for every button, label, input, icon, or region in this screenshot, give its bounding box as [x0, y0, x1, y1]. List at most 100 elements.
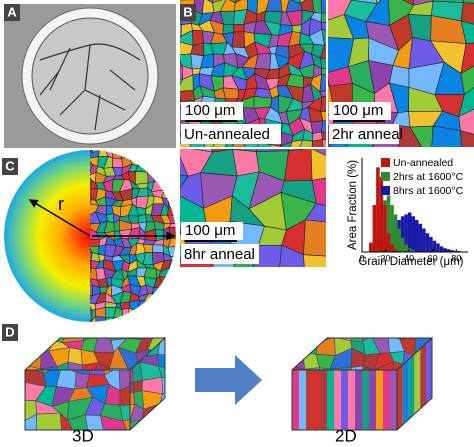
grain: [146, 164, 156, 173]
image-caption: Un-annealed: [184, 126, 270, 143]
grain: [151, 286, 164, 295]
grain: [154, 228, 165, 242]
panel-label-box: [4, 4, 20, 21]
grain: [292, 365, 294, 370]
scale-bar-label: 100 μm: [185, 222, 235, 239]
panel-label-box: [180, 4, 196, 21]
grain-stripe: [376, 370, 383, 430]
grain: [311, 177, 326, 206]
grain: [119, 385, 130, 406]
image-caption: 2hr anneal: [332, 126, 403, 143]
grain: [303, 219, 326, 257]
legend-swatch: [381, 158, 390, 167]
box-outline: [24, 337, 167, 431]
grain: [155, 158, 164, 168]
grain: [121, 338, 143, 340]
histogram-bar: [393, 249, 398, 252]
histogram-bar: [376, 167, 380, 252]
grain: [122, 316, 133, 322]
histogram-bar: [386, 195, 391, 252]
grain: [154, 307, 164, 321]
histogram-bar: [422, 228, 426, 252]
grain-stripe: [348, 370, 355, 430]
caption-3d: 3D: [72, 426, 94, 445]
grain: [169, 316, 176, 322]
grain: [158, 275, 172, 288]
grain: [154, 318, 162, 322]
grain: [25, 399, 26, 403]
grain: [168, 266, 176, 280]
grain: [161, 178, 173, 193]
radius-label: r: [58, 194, 64, 214]
caption-background: [181, 102, 243, 120]
grain: [162, 421, 165, 430]
grain: [320, 12, 326, 23]
grain: [349, 338, 364, 342]
histogram-bar: [386, 233, 391, 252]
cracks: [39, 43, 141, 131]
grain: [284, 149, 313, 182]
grain: [170, 175, 176, 183]
grain: [292, 338, 307, 343]
grain: [317, 367, 334, 370]
grain: [141, 419, 163, 430]
grain: [156, 299, 164, 312]
grain: [320, 57, 326, 70]
grain: [34, 338, 55, 342]
grain: [233, 24, 245, 33]
grain: [61, 338, 85, 343]
grain: [146, 315, 156, 322]
x-tick-label: 20: [381, 253, 391, 263]
grain: [166, 157, 176, 169]
legend-swatch: [381, 172, 390, 181]
x-tick-label: 80: [451, 253, 461, 263]
grain: [93, 338, 115, 353]
caption-2d: 2D: [335, 426, 357, 445]
grain-stripe: [420, 343, 426, 409]
histogram-bar: [407, 248, 412, 252]
grain: [279, 244, 305, 267]
box-outline: [291, 337, 434, 431]
grain: [231, 31, 246, 49]
histogram-bar: [429, 236, 433, 252]
grain: [280, 141, 293, 147]
grain: [153, 165, 165, 173]
grain: [158, 170, 172, 182]
grain: [89, 362, 110, 370]
grain: [119, 150, 132, 160]
histogram-bar: [411, 216, 415, 252]
grain: [160, 286, 172, 293]
histogram-bar: [393, 214, 398, 252]
grain: [232, 149, 260, 177]
disc: [31, 17, 149, 135]
grain: [95, 316, 107, 322]
grain: [134, 315, 149, 322]
grain: [132, 338, 155, 340]
histogram-bar: [383, 205, 387, 252]
panel-label: D: [5, 324, 14, 339]
grain: [158, 365, 165, 380]
histogram-bar: [390, 244, 394, 252]
caption-background: [181, 244, 259, 264]
y-axis-label: Area Fraction (%): [347, 160, 359, 250]
grain: [252, 244, 282, 267]
grain: [136, 310, 149, 322]
grain: [138, 150, 148, 159]
histogram-bar: [379, 176, 384, 252]
grain: [311, 139, 324, 147]
grain: [320, 21, 326, 31]
grain-stripe: [362, 370, 369, 430]
grain: [160, 338, 165, 341]
grain: [302, 338, 324, 343]
grain: [159, 316, 171, 322]
grain: [91, 315, 97, 322]
grain: [127, 150, 140, 159]
grain-stripe: [320, 370, 327, 430]
grain: [112, 157, 124, 169]
grain-stripe: [426, 338, 432, 404]
grain: [109, 368, 129, 370]
grain: [180, 89, 196, 102]
grain: [253, 95, 273, 109]
grain-stripe: [313, 370, 320, 430]
grain: [159, 403, 165, 423]
